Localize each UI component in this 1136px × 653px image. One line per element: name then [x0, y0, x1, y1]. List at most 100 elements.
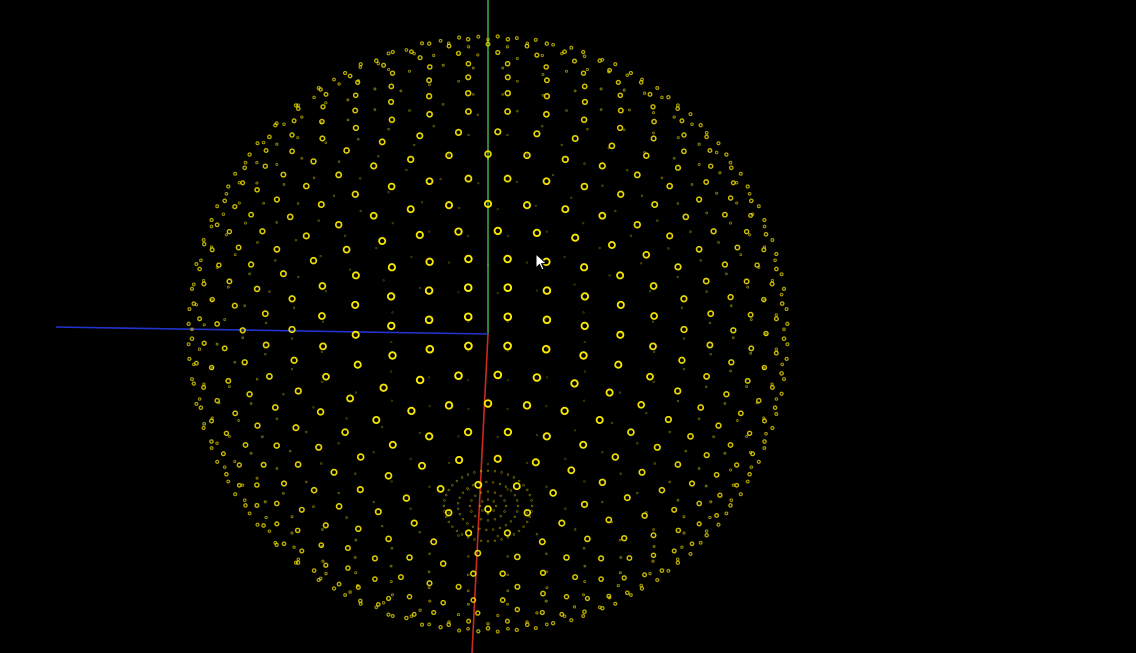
point-marker [773, 350, 779, 356]
point-marker [331, 586, 337, 591]
point-marker [290, 531, 294, 535]
point-marker [275, 142, 279, 146]
point-marker [214, 397, 220, 404]
point-marker [375, 601, 381, 607]
point-marker [381, 62, 387, 68]
point-marker [745, 434, 749, 438]
point-marker [504, 524, 508, 527]
point-marker [560, 51, 564, 56]
point-marker [710, 228, 717, 235]
point-marker [486, 469, 490, 472]
point-marker [571, 233, 580, 242]
point-marker [481, 509, 484, 512]
point-marker [486, 157, 490, 161]
point-cloud [186, 34, 790, 634]
point-marker [391, 222, 394, 225]
point-marker [353, 556, 357, 559]
point-marker [466, 626, 470, 631]
point-marker [356, 453, 365, 461]
point-marker [358, 598, 363, 604]
point-marker [504, 618, 510, 624]
point-marker [390, 546, 394, 550]
point-marker [509, 520, 513, 523]
point-marker [233, 171, 238, 176]
point-marker [274, 542, 279, 547]
point-marker [717, 241, 720, 244]
point-marker [617, 190, 625, 198]
point-marker [376, 61, 381, 66]
point-marker [209, 247, 215, 253]
point-marker [186, 342, 191, 347]
point-marker [389, 564, 393, 568]
point-marker [503, 283, 513, 293]
point-marker [215, 459, 220, 464]
point-marker [671, 506, 678, 513]
point-marker [471, 93, 475, 96]
point-marker [697, 142, 701, 146]
point-marker [417, 55, 423, 61]
point-marker [737, 410, 744, 417]
point-marker [492, 481, 495, 484]
point-marker [676, 399, 680, 403]
point-marker [651, 118, 657, 125]
point-marker [717, 492, 723, 498]
point-marker [523, 508, 532, 517]
point-marker [315, 443, 323, 451]
point-marker [410, 519, 418, 527]
point-marker [646, 372, 654, 381]
point-marker [636, 491, 639, 495]
point-marker [354, 472, 357, 475]
point-marker [543, 110, 550, 118]
point-marker [688, 480, 696, 487]
point-marker [275, 163, 279, 166]
point-marker [666, 232, 674, 240]
point-marker [779, 292, 784, 297]
point-marker [197, 266, 202, 272]
point-marker [471, 484, 475, 487]
point-marker [387, 98, 395, 106]
point-marker [341, 428, 349, 437]
point-marker [299, 548, 305, 554]
point-marker [410, 256, 413, 259]
point-marker [460, 533, 464, 536]
point-marker [317, 200, 325, 209]
point-marker [486, 498, 490, 501]
point-marker [237, 181, 242, 185]
point-marker [728, 165, 734, 171]
point-marker [784, 356, 789, 362]
point-marker [248, 211, 255, 218]
point-marker [503, 254, 512, 264]
point-marker [561, 205, 570, 214]
point-marker [539, 569, 547, 576]
point-marker [237, 201, 241, 205]
point-marker [322, 372, 330, 381]
point-marker [372, 576, 378, 582]
point-marker [464, 254, 473, 264]
point-marker [695, 245, 703, 253]
point-marker [506, 555, 509, 558]
point-marker [418, 608, 422, 612]
point-marker [697, 163, 701, 166]
point-marker [574, 429, 577, 432]
point-marker [680, 295, 688, 303]
point-marker [425, 257, 434, 267]
point-marker [479, 470, 483, 473]
point-marker [650, 532, 657, 539]
point-marker [761, 418, 768, 424]
point-marker [201, 384, 207, 391]
point-marker [295, 560, 301, 565]
point-marker [515, 180, 518, 183]
point-marker [443, 510, 446, 513]
point-marker [463, 283, 473, 293]
point-marker [447, 511, 451, 514]
point-marker [370, 162, 378, 170]
point-marker [255, 377, 259, 381]
point-marker [598, 576, 604, 582]
point-marker [439, 177, 442, 181]
point-marker [310, 158, 317, 165]
point-marker [294, 239, 298, 242]
point-marker [503, 312, 513, 322]
point-marker [485, 528, 488, 532]
